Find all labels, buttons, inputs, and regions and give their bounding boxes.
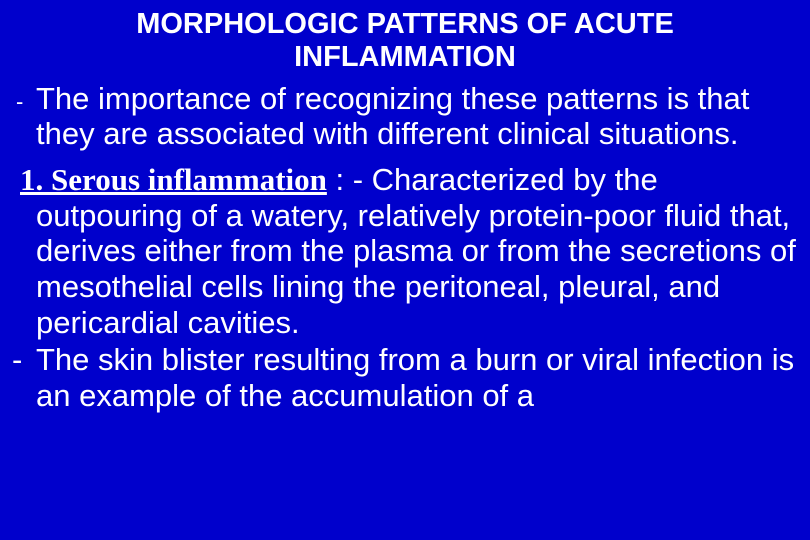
serous-separator: : - <box>327 162 372 197</box>
intro-bullet: The importance of recognizing these patt… <box>8 81 802 152</box>
slide-title: MORPHOLOGIC PATTERNS OF ACUTE INFLAMMATI… <box>8 8 802 75</box>
serous-heading-text: 1. Serous inflammation <box>20 162 327 197</box>
skin-blister-text: The skin blister resulting from a burn o… <box>36 342 794 413</box>
serous-section: 1. Serous inflammation : - Characterized… <box>8 162 802 198</box>
serous-heading: 1. Serous inflammation <box>20 162 327 197</box>
intro-bullet-text: The importance of recognizing these patt… <box>36 81 749 152</box>
dash-prefix: - <box>12 342 22 378</box>
slide-container: MORPHOLOGIC PATTERNS OF ACUTE INFLAMMATI… <box>8 8 802 540</box>
skin-blister-bullet: - The skin blister resulting from a burn… <box>8 342 802 413</box>
serous-body-start: Characterized by the <box>372 162 658 197</box>
serous-body-continuation: outpouring of a watery, relatively prote… <box>8 198 802 341</box>
